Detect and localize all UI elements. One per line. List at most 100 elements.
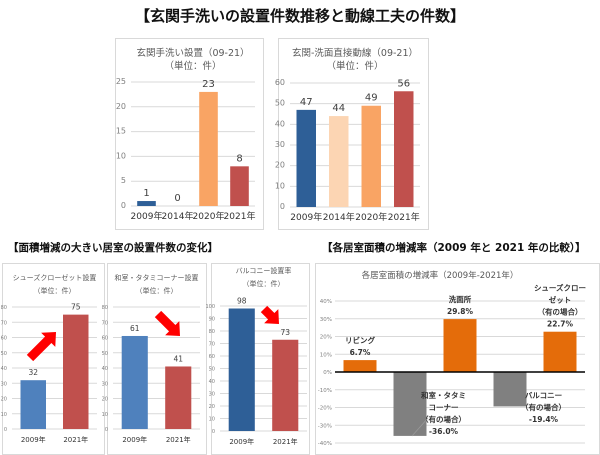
x-tick-label: 2021年 [166,435,191,444]
data-label: 23 [202,79,215,90]
data-label: 和室・タタミ [421,390,466,400]
data-label: 47 [300,97,313,108]
y-tick-label: 10 [275,181,285,190]
bar-2021年 [230,166,249,206]
y-tick-label: 30 [209,392,215,398]
y-tick-label: 20 [116,102,126,111]
y-tick-label: 70 [209,342,215,348]
y-tick-label: 30 [1,381,7,387]
bar-2021年 [272,339,299,431]
y-tick-label: 80 [102,305,108,311]
y-tick-label: 50 [1,351,7,357]
data-label: 8 [236,153,242,164]
trend-arrow-down [260,305,279,324]
bar-2009年 [137,201,156,206]
trend-arrow-up [26,332,56,362]
data-label: 29.8% [447,307,474,316]
y-tick-label: 10 [102,412,108,418]
y-tick-label: 0 [280,202,285,211]
data-label: コーナー [429,403,459,412]
y-tick-label: 50 [275,99,285,108]
x-tick-label: 2009年 [131,210,163,222]
y-tick-label: 60 [1,336,7,342]
y-tick-label: 60 [102,336,108,342]
chart-title: 玄関-洗面直接動線（09-21） [292,47,418,59]
chart-title: 各居室面積の増減率（2009年-2021年） [362,270,519,281]
bar-バルコニー（有の場合） [493,372,527,407]
y-tick-label: 0 [105,427,108,433]
x-tick-label: 2021年 [388,211,420,223]
y-tick-label: 20 [209,404,215,410]
y-tick-label: 20 [102,397,108,403]
data-label: 49 [365,93,378,104]
y-tick-label: -10% [318,388,332,394]
bar-2021年 [394,91,414,207]
data-label: ゼット [549,295,572,305]
x-tick-label: 2009年 [122,435,147,444]
x-tick-label: 2020年 [193,210,225,222]
chart-title: 玄関手洗い設置（09-21） [136,47,249,59]
x-tick-label: 2021年 [273,437,298,446]
y-tick-label: 0% [323,370,332,376]
y-tick-label: 70 [102,320,108,326]
data-label: 61 [130,324,140,333]
x-tick-label: 2014年 [162,210,194,222]
data-label: 75 [71,303,81,312]
bar-洗面所 [443,319,477,372]
y-tick-label: 50 [209,367,215,373]
bar-2020年 [199,91,218,206]
data-label: -36.0% [429,427,459,436]
y-tick-label: 0 [212,429,215,435]
y-tick-label: 40 [1,366,7,372]
x-tick-label: 2014年 [323,211,355,223]
bar-2020年 [361,105,381,207]
chart-title: バルコニー設置率 [236,266,292,275]
y-tick-label: 40 [102,366,108,372]
y-tick-label: -40% [318,441,332,447]
data-label: リビング [345,335,375,345]
data-label: （有の場合） [538,307,583,317]
data-label: （有の場合） [421,414,466,424]
data-label: 洗面所 [449,294,472,304]
y-tick-label: 5 [121,176,126,185]
chart-subtitle: （単位：件） [34,286,76,295]
chart-subtitle: （単位：件） [164,60,221,72]
x-tick-label: 2020年 [355,211,387,223]
y-tick-label: -20% [318,406,332,412]
data-label: バルコニー [525,391,562,400]
y-tick-label: 0 [4,427,7,433]
data-label: 0 [174,193,180,204]
bar-2021年 [63,314,89,429]
y-tick-label: 10 [1,412,7,418]
y-tick-label: 20 [1,397,7,403]
data-label: 98 [237,297,247,306]
x-tick-label: 2009年 [290,211,322,223]
y-tick-label: 70 [1,320,7,326]
y-tick-label: 80 [209,329,215,335]
bar-リビング [343,360,377,372]
bar-2014年 [329,116,349,207]
left-section-heading: 【面積増減の大きい居室の設置件数の変化】 [8,242,218,254]
y-tick-label: 10 [209,417,215,423]
data-label: （有の場合） [521,402,566,412]
y-tick-label: 60 [275,78,285,87]
y-tick-label: 60 [209,354,215,360]
data-label: 1 [143,188,149,199]
y-tick-label: 90 [209,317,215,323]
chart-title: シューズクローゼット設置 [13,273,97,282]
y-tick-label: 40% [320,299,332,305]
y-tick-label: 30 [102,381,108,387]
y-tick-label: -30% [318,423,332,429]
x-tick-label: 2021年 [63,435,88,444]
trend-arrow-down [154,310,180,336]
data-label: 22.7% [547,320,574,329]
data-label: 44 [332,103,345,114]
x-tick-label: 2021年 [224,210,256,222]
leader-line [411,417,429,437]
y-tick-label: 10 [116,151,126,160]
data-label: -19.4% [529,415,559,424]
chart-subtitle: （単位：件） [243,279,285,288]
chart-title: 和室・タタミコーナー設置 [115,273,199,282]
right-section-heading: 【各居室面積の増減率（2009 年と 2021 年の比較）】 [322,242,586,254]
y-tick-label: 30% [320,317,332,323]
